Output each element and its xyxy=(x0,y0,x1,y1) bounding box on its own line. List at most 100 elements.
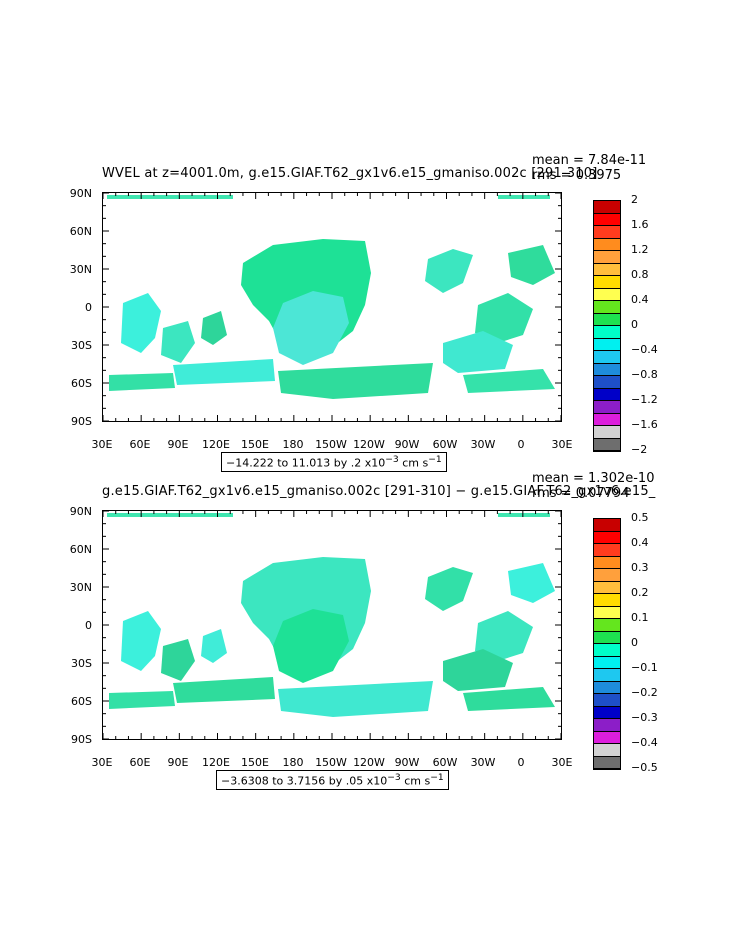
colorbar-level-label: 0 xyxy=(631,318,638,331)
colorbar xyxy=(593,518,621,770)
colorbar-swatch xyxy=(594,656,620,669)
rms-label: rms = 0.3975 xyxy=(532,168,622,183)
lon-label: 30E xyxy=(551,756,573,769)
colorbar-swatch xyxy=(594,201,620,214)
colorbar-swatch xyxy=(594,388,620,401)
lat-label: 90N xyxy=(69,187,92,200)
lon-label: 120W xyxy=(353,756,385,769)
colorbar-swatch xyxy=(594,326,620,339)
lon-label: 120W xyxy=(353,438,385,451)
colorbar-level-label: 0.3 xyxy=(631,561,649,574)
lon-label: 90E xyxy=(167,438,189,451)
lon-label: 90E xyxy=(167,756,189,769)
mean-label: mean = 1.302e-10 xyxy=(532,471,655,486)
lon-label: 60W xyxy=(432,438,458,451)
range-unit-exponent: −1 xyxy=(430,772,444,783)
map-grid-ticks xyxy=(103,193,561,421)
contour-range-box: −14.222 to 11.013 by .2 x10−3 cm s−1 xyxy=(221,452,447,472)
colorbar-swatch xyxy=(594,756,620,769)
colorbar-swatch xyxy=(594,301,620,314)
colorbar-level-label: −0.5 xyxy=(631,761,658,774)
colorbar-swatch xyxy=(594,694,620,707)
colorbar-swatch xyxy=(594,531,620,544)
lat-label: 60N xyxy=(69,543,92,556)
range-text: −14.222 to 11.013 by .2 x10 xyxy=(226,456,386,470)
lon-label: 30E xyxy=(91,756,113,769)
ocean-field xyxy=(103,193,561,421)
lon-label: 0 xyxy=(517,438,525,451)
ocean-regions xyxy=(107,195,555,399)
colorbar-level-label: 0 xyxy=(631,636,638,649)
colorbar-level-label: −0.4 xyxy=(631,343,658,356)
colorbar-swatch xyxy=(594,376,620,389)
colorbar-swatch xyxy=(594,544,620,557)
lon-label: 180 xyxy=(282,438,304,451)
colorbar-level-label: 0.2 xyxy=(631,586,649,599)
lat-label: 30S xyxy=(71,339,92,352)
colorbar-swatch xyxy=(594,556,620,569)
contour-range-box: −3.6308 to 3.7156 by .05 x10−3 cm s−1 xyxy=(216,770,449,790)
colorbar-level-label: −0.4 xyxy=(631,736,658,749)
colorbar-swatch xyxy=(594,363,620,376)
map-title: g.e15.GIAF.T62_gx1v6.e15_gmaniso.002c [2… xyxy=(102,484,656,499)
map-panel-1: mean = 7.84e-11 WVEL at z=4001.0m, g.e15… xyxy=(0,150,733,480)
colorbar-level-label: −2 xyxy=(631,443,648,456)
colorbar-level-label: −0.2 xyxy=(631,686,658,699)
colorbar-swatch xyxy=(594,519,620,532)
map-panel-2: mean = 1.302e-10 g.e15.GIAF.T62_gx1v6.e1… xyxy=(0,468,733,798)
colorbar-level-label: 0.1 xyxy=(631,611,649,624)
colorbar-level-label: 0.4 xyxy=(631,536,649,549)
colorbar-swatch xyxy=(594,351,620,364)
lon-label: 30W xyxy=(470,438,496,451)
colorbar-swatch xyxy=(594,594,620,607)
colorbar-swatch xyxy=(594,719,620,732)
map-plot xyxy=(102,192,562,422)
lon-label: 120E xyxy=(202,438,230,451)
colorbar-swatch xyxy=(594,226,620,239)
ocean-regions xyxy=(107,513,555,717)
lon-label: 90W xyxy=(394,756,420,769)
lat-label: 60N xyxy=(69,225,92,238)
lat-label: 90S xyxy=(71,415,92,428)
colorbar-swatch xyxy=(594,288,620,301)
colorbar-level-label: −0.8 xyxy=(631,368,658,381)
lon-label: 30E xyxy=(91,438,113,451)
colorbar-swatch xyxy=(594,338,620,351)
lon-label: 120E xyxy=(202,756,230,769)
ocean-field xyxy=(103,511,561,739)
colorbar-swatch xyxy=(594,263,620,276)
lon-label: 60E xyxy=(129,438,151,451)
colorbar-swatch xyxy=(594,631,620,644)
mean-label: mean = 7.84e-11 xyxy=(532,153,647,168)
colorbar xyxy=(593,200,621,452)
colorbar-swatch xyxy=(594,401,620,414)
colorbar-swatch xyxy=(594,644,620,657)
lon-label: 150W xyxy=(315,756,347,769)
lat-label: 90S xyxy=(71,733,92,746)
lat-label: 0 xyxy=(85,301,92,314)
lon-label: 150E xyxy=(241,438,269,451)
colorbar-swatch xyxy=(594,669,620,682)
colorbar-level-label: 0.4 xyxy=(631,293,649,306)
colorbar-swatch xyxy=(594,238,620,251)
lat-label: 30N xyxy=(69,581,92,594)
colorbar-swatch xyxy=(594,438,620,451)
lat-label: 90N xyxy=(69,505,92,518)
colorbar-swatch xyxy=(594,606,620,619)
lat-label: 0 xyxy=(85,619,92,632)
lon-label: 30E xyxy=(551,438,573,451)
lat-label: 30S xyxy=(71,657,92,670)
lon-label: 150E xyxy=(241,756,269,769)
colorbar-swatch xyxy=(594,313,620,326)
colorbar-swatch xyxy=(594,681,620,694)
colorbar-swatch xyxy=(594,276,620,289)
map-plot xyxy=(102,510,562,740)
colorbar-swatch xyxy=(594,731,620,744)
lon-label: 90W xyxy=(394,438,420,451)
colorbar-swatch xyxy=(594,706,620,719)
map-title: WVEL at z=4001.0m, g.e15.GIAF.T62_gx1v6.… xyxy=(102,166,598,181)
lon-label: 30W xyxy=(470,756,496,769)
lon-label: 0 xyxy=(517,756,525,769)
colorbar-swatch xyxy=(594,619,620,632)
colorbar-swatch xyxy=(594,213,620,226)
